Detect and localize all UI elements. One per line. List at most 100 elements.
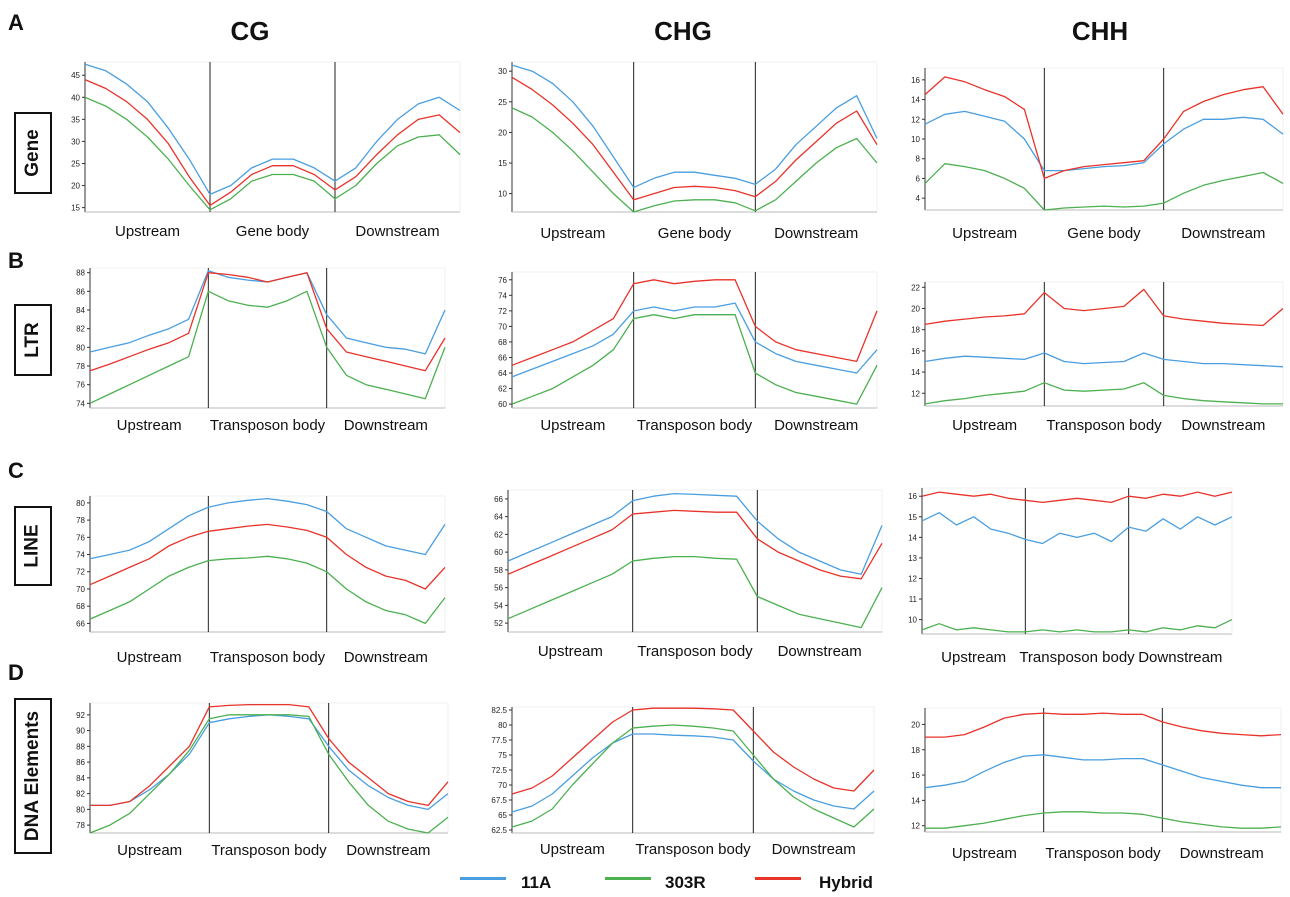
column-header-cg: CG xyxy=(230,16,270,46)
y-tick-label: 82.5 xyxy=(491,706,507,715)
y-tick-label: 20 xyxy=(911,720,920,729)
y-tick-label: 78 xyxy=(76,362,85,371)
y-tick-label: 90 xyxy=(76,727,85,736)
region-label: Transposon body xyxy=(637,417,753,434)
y-tick-label: 12 xyxy=(911,822,920,831)
y-tick-label: 20 xyxy=(71,182,80,191)
y-tick-label: 66 xyxy=(498,353,507,362)
y-tick-label: 76 xyxy=(498,276,507,285)
series-line-303r xyxy=(89,555,446,625)
series-line-11a xyxy=(511,64,878,189)
series-line-303r xyxy=(84,96,461,211)
y-tick-label: 76 xyxy=(76,381,85,390)
y-tick-label: 62 xyxy=(494,530,503,539)
y-tick-label: 67.5 xyxy=(491,796,507,805)
y-tick-label: 72.5 xyxy=(491,766,507,775)
y-tick-label: 82 xyxy=(76,325,85,334)
y-tick-label: 62.5 xyxy=(491,826,507,835)
region-label: Upstream xyxy=(952,225,1017,242)
plot-area xyxy=(924,281,1284,407)
region-label: Transposon body xyxy=(1045,845,1161,862)
y-tick-label: 18 xyxy=(911,326,920,335)
series-line-303r xyxy=(924,382,1283,405)
y-tick-label: 84 xyxy=(76,774,85,783)
region-label: Gene body xyxy=(1067,225,1141,242)
region-label: Upstream xyxy=(117,649,182,666)
y-tick-label: 68 xyxy=(498,338,507,347)
y-tick-label: 11 xyxy=(909,595,918,604)
y-tick-label: 72 xyxy=(498,307,507,316)
series-line-303r xyxy=(511,107,878,213)
y-tick-label: 45 xyxy=(71,71,80,80)
y-tick-label: 12 xyxy=(911,389,920,398)
series-line-303r xyxy=(89,290,446,404)
region-label: Downstream xyxy=(772,841,856,858)
y-tick-label: 13 xyxy=(908,554,917,563)
panel-letter-c: C xyxy=(8,458,24,483)
y-tick-label: 62 xyxy=(498,385,507,394)
region-label: Downstream xyxy=(778,643,862,660)
plot-area xyxy=(924,67,1284,211)
series-line-11a xyxy=(84,63,461,196)
series-line-hybrid xyxy=(511,707,875,795)
y-tick-label: 16 xyxy=(908,492,917,501)
y-tick-label: 20 xyxy=(498,128,507,137)
region-label: Transposon body xyxy=(1019,649,1135,666)
y-tick-label: 15 xyxy=(498,159,507,168)
column-header-chg: CHG xyxy=(654,16,712,46)
series-line-11a xyxy=(921,512,1233,545)
legend-label-303r: 303R xyxy=(665,873,706,892)
row-label-dna-elements: DNA Elements xyxy=(14,698,52,854)
region-label: Downstream xyxy=(344,417,428,434)
region-label: Downstream xyxy=(344,649,428,666)
y-tick-label: 74 xyxy=(498,291,507,300)
y-tick-label: 25 xyxy=(71,159,80,168)
region-label: Upstream xyxy=(941,649,1006,666)
series-line-303r xyxy=(924,163,1284,211)
y-tick-label: 88 xyxy=(76,742,85,751)
y-tick-label: 64 xyxy=(494,513,503,522)
y-tick-label: 80 xyxy=(76,343,85,352)
y-tick-label: 70 xyxy=(498,781,507,790)
legend-label-hybrid: Hybrid xyxy=(819,873,873,892)
plot-area xyxy=(924,707,1282,833)
region-label: Downstream xyxy=(355,223,439,240)
y-tick-label: 65 xyxy=(498,811,507,820)
region-label: Gene body xyxy=(658,225,732,242)
legend: 11A 303R Hybrid xyxy=(455,873,895,897)
series-line-303r xyxy=(89,714,449,834)
y-tick-label: 14 xyxy=(908,533,917,542)
region-label: Downstream xyxy=(346,842,430,859)
y-tick-label: 88 xyxy=(76,269,85,278)
y-tick-label: 6 xyxy=(916,174,921,183)
region-label: Upstream xyxy=(540,225,605,242)
y-tick-label: 80 xyxy=(498,721,507,730)
y-tick-label: 66 xyxy=(76,619,85,628)
y-tick-label: 40 xyxy=(71,93,80,102)
region-label: Transposon body xyxy=(210,417,326,434)
series-line-hybrid xyxy=(511,76,878,201)
y-tick-label: 74 xyxy=(76,551,85,560)
region-label: Transposon body xyxy=(210,649,326,666)
panel-letter-b: B xyxy=(8,248,24,273)
y-tick-label: 12 xyxy=(911,115,920,124)
y-tick-label: 75 xyxy=(498,751,507,760)
series-line-11a xyxy=(924,352,1284,368)
region-label: Upstream xyxy=(540,417,605,434)
series-line-hybrid xyxy=(84,79,461,207)
y-tick-label: 35 xyxy=(71,115,80,124)
legend-swatch-303r xyxy=(605,877,651,880)
y-tick-label: 92 xyxy=(76,711,85,720)
series-line-hybrid xyxy=(924,288,1284,327)
column-header-chh: CHH xyxy=(1071,16,1129,46)
y-tick-label: 78 xyxy=(76,516,85,525)
series-line-11a xyxy=(924,754,1281,789)
y-tick-label: 78 xyxy=(76,821,85,830)
region-label: Upstream xyxy=(952,417,1017,434)
y-tick-label: 14 xyxy=(911,368,920,377)
series-line-11a xyxy=(507,492,883,575)
